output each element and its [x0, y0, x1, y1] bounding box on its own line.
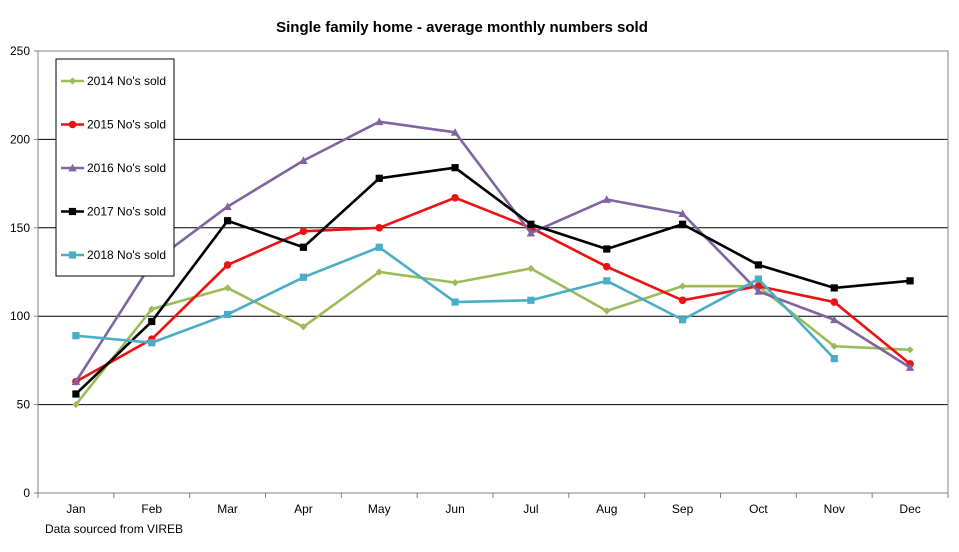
series-3 [71, 117, 915, 385]
data-point-5-apr [299, 273, 308, 281]
legend: 2014 No's sold 2015 No's sold 2016 No's so… [55, 58, 175, 277]
data-point-4-feb [148, 317, 156, 326]
data-point-3-jul [526, 228, 536, 237]
data-point-1-feb [148, 305, 156, 313]
legend-label-4: 2017 No's sold [87, 205, 166, 219]
x-tick-label-jun: Jun [445, 502, 464, 516]
x-tick-label-feb: Feb [141, 502, 162, 516]
data-point-3-jan [71, 377, 81, 385]
legend-marker-4 [68, 207, 77, 216]
y-tick-label-200: 200 [10, 132, 30, 146]
x-tick-label-may: May [368, 502, 391, 516]
y-tick-label-250: 250 [10, 44, 30, 58]
data-point-1-dec [906, 346, 914, 354]
y-axis-ticks: 0 50 100 150 200 250 [10, 44, 38, 500]
data-point-1-jan [72, 401, 80, 409]
data-point-3-may [375, 117, 384, 126]
data-point-4-oct [754, 261, 763, 269]
legend-label-1: 2014 No's sold [87, 74, 166, 88]
data-point-4-dec [906, 277, 914, 285]
x-tick-label-apr: Apr [294, 502, 313, 516]
data-source-note: Data sourced from VIREB [45, 522, 184, 536]
data-point-3-nov [830, 315, 839, 324]
data-point-5-jul [527, 296, 535, 304]
data-point-4-may [375, 174, 383, 182]
data-point-1-apr [299, 323, 308, 331]
legend-label-2: 2015 No's sold [87, 118, 166, 132]
data-point-1-mar [223, 284, 232, 292]
data-point-5-aug [603, 277, 611, 285]
data-point-2-aug [602, 262, 611, 271]
data-point-2-sep [678, 296, 687, 305]
x-tick-label-jan: Jan [66, 502, 85, 516]
series-1 [72, 264, 914, 409]
data-point-1-nov [830, 342, 838, 350]
data-point-5-jun [451, 298, 459, 306]
x-axis-ticks: Jan Feb Mar Apr May Jun Jul Aug Sep Oct Nov Dec [37, 493, 949, 516]
data-point-3-sep [678, 209, 687, 218]
series-4 [72, 164, 914, 398]
series-line-3 [74, 120, 911, 383]
data-point-5-sep [678, 316, 687, 324]
x-tick-label-sep: Sep [672, 502, 694, 516]
data-point-2-jun [451, 193, 459, 202]
series-line-4 [75, 166, 911, 395]
legend-marker-5 [68, 251, 77, 259]
legend-marker-2 [68, 120, 77, 129]
data-point-4-jul [527, 220, 535, 228]
series-group [71, 117, 915, 409]
series-line-2 [75, 196, 911, 383]
data-point-5-mar [223, 310, 232, 319]
data-point-4-sep [678, 220, 687, 228]
data-point-1-aug [603, 307, 611, 315]
data-point-4-aug [603, 245, 611, 253]
data-point-3-oct [754, 287, 763, 295]
data-point-3-mar [223, 202, 232, 210]
series-5 [72, 243, 838, 363]
x-tick-label-nov: Nov [824, 502, 845, 516]
legend-label-5: 2018 No's sold [87, 248, 166, 262]
data-point-5-oct [754, 275, 763, 283]
series-line-1 [74, 267, 911, 406]
data-point-2-mar [223, 261, 232, 269]
data-point-4-nov [830, 284, 838, 292]
data-point-2-apr [299, 227, 308, 236]
x-tick-label-jul: Jul [523, 502, 538, 516]
data-point-2-may [375, 224, 384, 232]
legend-marker-3 [68, 163, 77, 172]
data-point-4-jun [451, 164, 459, 172]
data-point-1-sep [678, 282, 687, 290]
x-tick-label-oct: Oct [749, 502, 768, 516]
data-point-5-nov [830, 355, 838, 363]
x-tick-label-dec: Dec [899, 502, 920, 516]
data-point-4-mar [223, 217, 232, 225]
y-tick-label-50: 50 [17, 398, 31, 412]
data-point-5-feb [148, 339, 156, 347]
data-point-5-may [375, 243, 383, 251]
data-point-3-dec [905, 363, 915, 371]
x-tick-label-aug: Aug [596, 502, 617, 516]
data-point-1-jul [527, 264, 535, 273]
data-point-4-apr [299, 243, 308, 251]
data-point-1-jun [451, 279, 459, 287]
data-point-1-may [375, 268, 383, 276]
chart-title: Single family home - average monthly num… [276, 19, 648, 36]
data-point-4-jan [72, 390, 80, 398]
x-tick-label-mar: Mar [217, 502, 238, 516]
y-tick-label-100: 100 [10, 309, 30, 323]
data-point-2-nov [830, 298, 839, 306]
data-point-5-jan [72, 332, 80, 340]
series-2 [72, 193, 914, 386]
legend-label-3: 2016 No's sold [87, 161, 166, 175]
legend-marker-1 [68, 77, 77, 85]
data-point-3-jun [450, 128, 460, 136]
data-point-3-apr [299, 156, 308, 164]
y-tick-label-0: 0 [23, 486, 30, 500]
y-tick-label-150: 150 [10, 221, 30, 235]
data-point-3-aug [602, 195, 611, 203]
